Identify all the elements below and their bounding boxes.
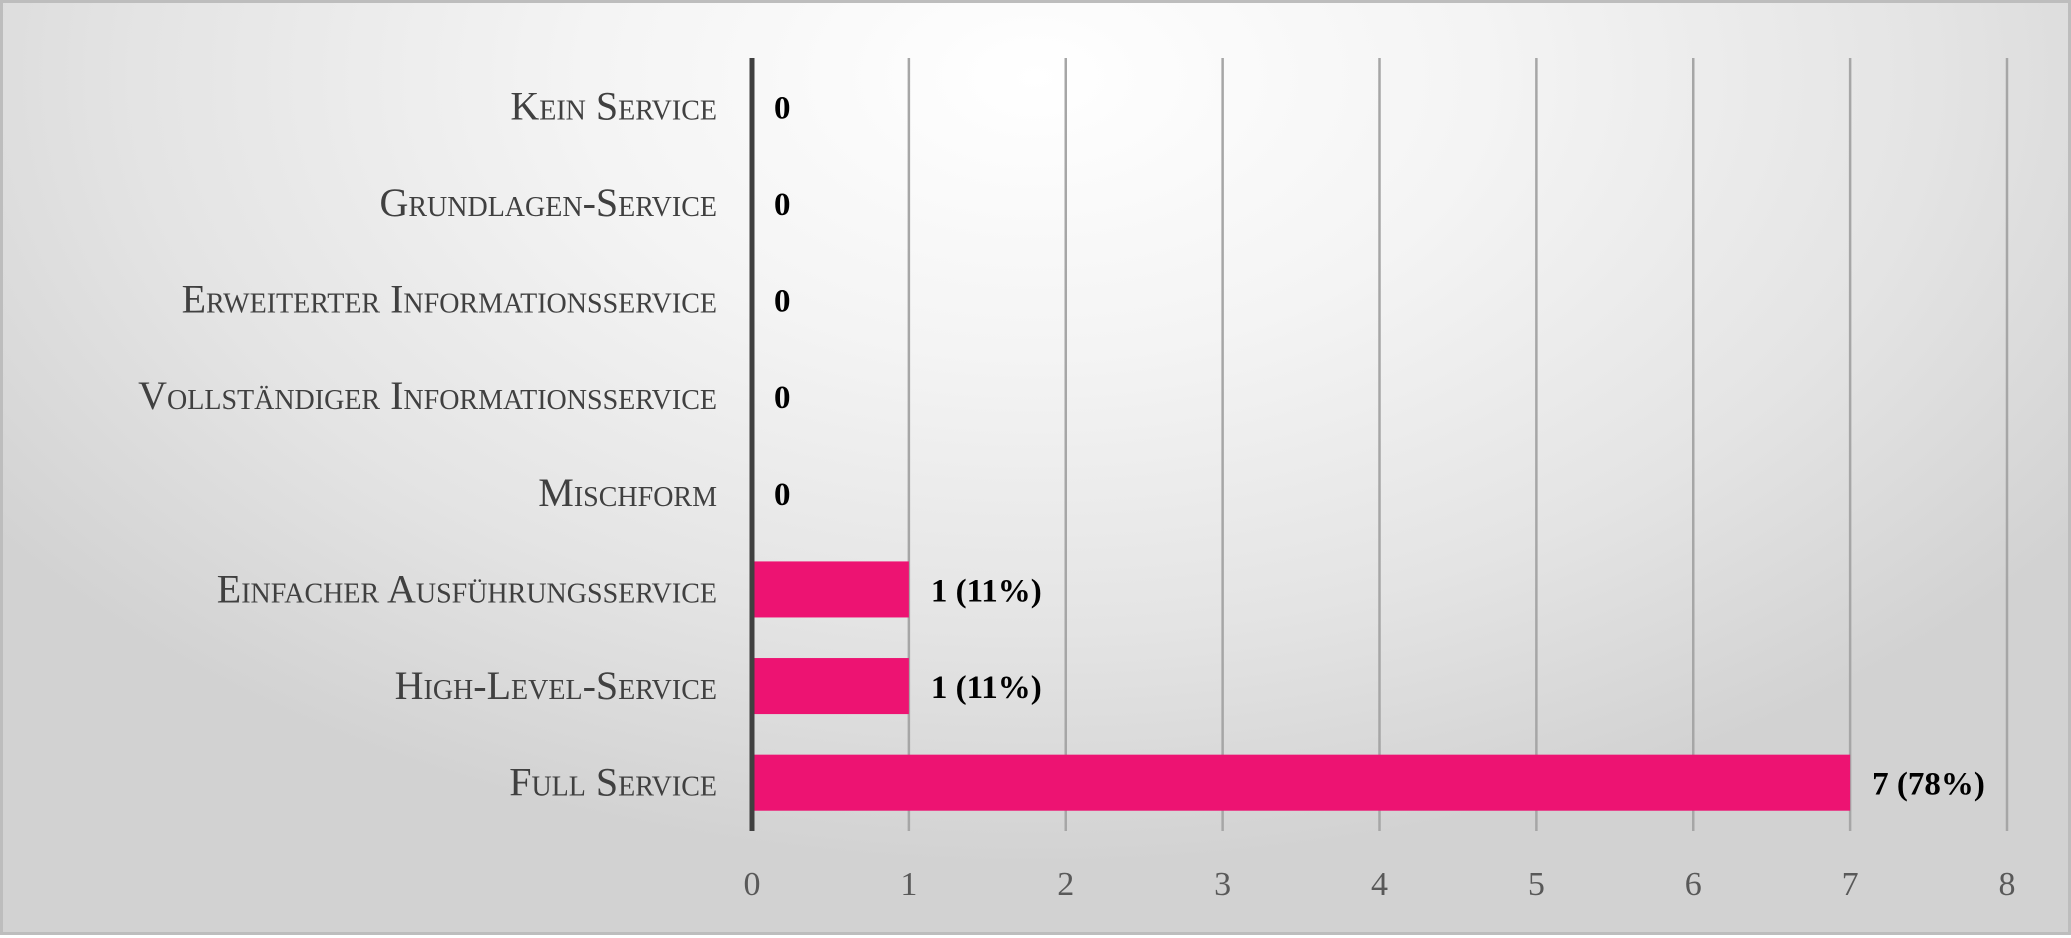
data-label: 1 (11%) bbox=[931, 670, 1042, 706]
data-label: 1 (11%) bbox=[931, 573, 1042, 609]
category-label: Kein Service bbox=[510, 83, 717, 128]
category-label: Full Service bbox=[509, 760, 717, 805]
x-tick-label: 7 bbox=[1842, 866, 1859, 903]
x-tick-label: 8 bbox=[1999, 866, 2016, 903]
x-tick-label: 5 bbox=[1528, 866, 1545, 903]
x-tick-label: 0 bbox=[744, 866, 761, 903]
data-labels: 0 0 0 0 0 1 (11%) 1 (11%) 7 (78%) bbox=[774, 90, 1985, 802]
data-label: 0 bbox=[774, 187, 791, 223]
category-labels: Kein Service Grundlagen-Service Erweiterte… bbox=[138, 83, 717, 804]
x-tick-label: 4 bbox=[1371, 866, 1388, 903]
bar-chart: Kein Service Grundlagen-Service Erweiterte… bbox=[138, 58, 2016, 903]
gridlines bbox=[907, 58, 2009, 831]
x-tick-label: 3 bbox=[1214, 866, 1231, 903]
category-label: Grundlagen-Service bbox=[379, 180, 717, 225]
bar bbox=[752, 658, 909, 715]
bar bbox=[752, 754, 1851, 811]
bar bbox=[752, 561, 909, 618]
x-tick-labels: 0 1 2 3 4 5 6 7 8 bbox=[744, 866, 2016, 903]
data-label: 7 (78%) bbox=[1872, 767, 1985, 803]
data-label: 0 bbox=[774, 90, 791, 126]
x-tick-label: 2 bbox=[1057, 866, 1074, 903]
category-label: Einfacher Ausführungsservice bbox=[217, 566, 717, 611]
category-label: Erweiterter Informationsservice bbox=[182, 277, 717, 322]
x-tick-label: 1 bbox=[900, 866, 917, 903]
category-label: High-Level-Service bbox=[395, 663, 717, 708]
x-tick-label: 6 bbox=[1685, 866, 1702, 903]
category-label: Mischform bbox=[538, 470, 717, 515]
category-label: Vollständiger Informationsservice bbox=[138, 373, 717, 418]
data-label: 0 bbox=[774, 477, 791, 513]
data-label: 0 bbox=[774, 284, 791, 320]
bars bbox=[752, 561, 1851, 811]
data-label: 0 bbox=[774, 380, 791, 416]
